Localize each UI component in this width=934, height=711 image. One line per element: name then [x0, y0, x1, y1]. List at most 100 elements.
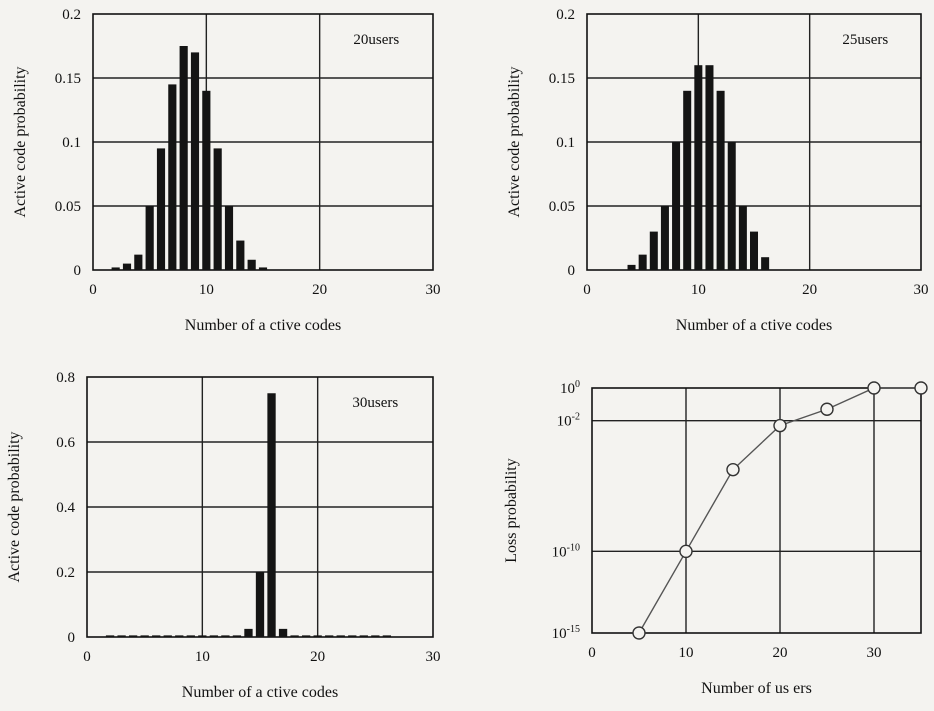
- data-point: [820, 402, 834, 416]
- bar: [672, 142, 681, 270]
- bar: [209, 635, 219, 637]
- y-axis-label: Active code probability: [6, 431, 23, 582]
- y-tick-label: 0.2: [56, 565, 75, 581]
- x-tick-label: 10: [679, 645, 694, 661]
- y-tick-label: 0.1: [62, 135, 81, 151]
- bar: [134, 254, 143, 270]
- y-tick-label: 0: [68, 630, 76, 646]
- bar: [202, 90, 211, 270]
- bar: [221, 635, 230, 637]
- user-count-annotation: 30users: [352, 395, 398, 411]
- data-point: [632, 626, 646, 640]
- y-tick-label: 0.8: [56, 370, 75, 386]
- x-tick-label: 20: [802, 282, 817, 298]
- bar: [371, 635, 380, 637]
- bar: [683, 90, 692, 270]
- y-tick-label: 0.05: [55, 199, 81, 215]
- y-axis-label: Loss probability: [503, 458, 520, 562]
- bar: [140, 635, 149, 637]
- y-tick-label: 10-10: [552, 542, 580, 560]
- bar: [244, 628, 253, 637]
- chart-panel-4: 0 10 20 30 100 10-2 10-10 10-15 Number of us ers…: [503, 379, 928, 697]
- x-tick-label: 0: [583, 282, 591, 298]
- bar: [111, 267, 120, 270]
- data-point: [679, 544, 693, 559]
- bar: [649, 231, 658, 270]
- bar: [749, 231, 759, 270]
- x-axis-label: Number of us ers: [701, 680, 812, 697]
- y-tick-exponent: -10: [567, 542, 580, 553]
- bar: [175, 635, 184, 637]
- bar: [738, 206, 747, 270]
- user-count-annotation: 20users: [353, 32, 399, 48]
- bar: [198, 635, 207, 637]
- y-tick-exponent: 0: [575, 379, 580, 390]
- y-axis-label: Active code probability: [12, 66, 29, 217]
- bar: [186, 635, 195, 637]
- x-tick-label: 10: [691, 282, 706, 298]
- bar: [163, 635, 172, 637]
- y-tick-label: 0.1: [556, 135, 575, 151]
- y-tick-label: 0: [74, 263, 82, 279]
- chart-panel-3: 0 10 20 30 0 0.2 0.4 0.6 0.8 Number of a ctive co…: [6, 370, 441, 701]
- bar: [236, 240, 245, 270]
- y-tick-label: 0.15: [549, 71, 575, 87]
- y-tick-label: 10-15: [552, 624, 580, 642]
- bar: [705, 65, 714, 270]
- x-axis-label: Number of a ctive codes: [182, 684, 338, 701]
- bar: [152, 635, 161, 637]
- chart-panel-2: 0 10 20 30 0 0.05 0.1 0.15 0.2 Number of a ctive …: [506, 7, 929, 334]
- y-tick-label: 0.2: [556, 7, 575, 23]
- x-axis-label: Number of a ctive codes: [676, 317, 832, 334]
- bar: [727, 142, 736, 270]
- x-tick-label: 0: [89, 282, 97, 298]
- x-tick-label: 20: [312, 282, 327, 298]
- bar: [638, 254, 647, 270]
- bar: [313, 635, 322, 637]
- bar: [716, 90, 725, 270]
- bar: [267, 393, 276, 637]
- y-tick-exponent: -2: [572, 412, 580, 423]
- bar: [128, 635, 138, 637]
- x-axis-label: Number of a ctive codes: [185, 317, 341, 334]
- bar: [258, 267, 268, 270]
- data-point: [867, 381, 881, 395]
- data-point: [773, 418, 787, 433]
- x-tick-label: 30: [426, 649, 441, 665]
- y-tick-label: 0.6: [56, 435, 75, 451]
- bar: [348, 635, 357, 637]
- user-count-annotation: 25users: [842, 32, 888, 48]
- bar: [179, 46, 188, 270]
- x-tick-label: 20: [310, 649, 325, 665]
- bar: [247, 259, 256, 270]
- x-tick-label: 30: [914, 282, 929, 298]
- bar: [213, 148, 222, 270]
- bar: [627, 264, 636, 270]
- bar: [301, 635, 311, 637]
- bar: [156, 148, 166, 270]
- plot-frame: [591, 387, 922, 634]
- bar: [122, 263, 132, 270]
- y-tick-label: 0.15: [55, 71, 81, 87]
- bar: [325, 635, 334, 637]
- x-tick-label: 0: [83, 649, 91, 665]
- y-tick-label: 100: [560, 379, 580, 397]
- bar: [232, 635, 242, 637]
- bar: [105, 635, 115, 637]
- data-point: [726, 462, 740, 477]
- bar: [224, 206, 234, 270]
- bar: [694, 65, 703, 270]
- bar: [117, 635, 126, 637]
- y-tick-label: 0.2: [62, 7, 81, 23]
- x-tick-label: 10: [199, 282, 214, 298]
- bar: [290, 635, 299, 637]
- y-tick-label: 0: [568, 263, 576, 279]
- bar: [278, 628, 288, 637]
- bar: [660, 206, 669, 270]
- x-tick-label: 10: [195, 649, 210, 665]
- x-tick-label: 30: [867, 645, 882, 661]
- x-tick-label: 20: [773, 645, 788, 661]
- bar: [255, 572, 265, 637]
- data-point: [914, 381, 928, 395]
